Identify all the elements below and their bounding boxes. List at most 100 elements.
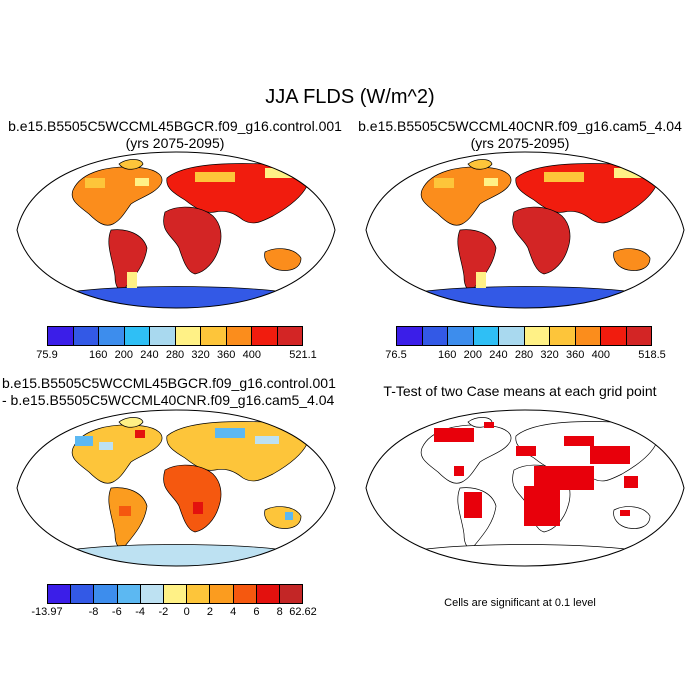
colorbar-swatch — [94, 585, 118, 603]
grid-cell — [564, 436, 594, 446]
colorbar-swatch — [117, 585, 141, 603]
panel-1-map — [16, 151, 336, 309]
colorbar-swatch — [473, 327, 499, 345]
grid-cell — [539, 238, 555, 252]
land-region — [264, 248, 302, 271]
colorbar-swatch — [499, 327, 525, 345]
grid-cell — [190, 238, 206, 252]
panel-1-title-line1: b.e15.B5505C5WCCML45BGCR.f09_g16.control… — [8, 118, 342, 134]
panel-3-colorbar-labels: -13.97 -8 -6 -4 -2 0 2 4 6 8 62.62 — [31, 606, 316, 620]
grid-cell — [590, 446, 630, 464]
grid-cell — [614, 168, 644, 178]
grid-cell — [464, 492, 482, 518]
colorbar-swatch — [256, 585, 280, 603]
map-outline — [16, 409, 336, 567]
colorbar-tick-label: 280 — [514, 349, 534, 361]
panel-2-colorbar-labels: 76.5 160 200 240 280 320 360 400 518.5 — [385, 349, 665, 363]
colorbar-tick-label: 518.5 — [638, 349, 666, 361]
land-region — [118, 159, 144, 170]
colorbar-tick-label: 320 — [191, 349, 210, 361]
colorbar-swatch — [226, 327, 252, 345]
grid-cell — [195, 172, 235, 182]
grid-cell — [85, 178, 105, 188]
colorbar-tick-label: 76.5 — [385, 349, 407, 361]
colorbar-tick-label: -13.97 — [31, 606, 63, 618]
colorbar-swatch — [601, 327, 627, 345]
colorbar-tick-label: -2 — [158, 606, 169, 618]
colorbar-tick-label: 0 — [183, 606, 190, 618]
panel-4-title-line1: T-Test of two Case means at each grid po… — [383, 383, 657, 399]
colorbar-swatch — [140, 585, 164, 603]
panel-2-title-line2: (yrs 2075-2095) — [470, 135, 570, 151]
colorbar-tick-label: 400 — [591, 349, 610, 361]
colorbar-tick-label: 8 — [276, 606, 283, 618]
colorbar-tick-label: 200 — [463, 349, 482, 361]
panel-3-title-line1: b.e15.B5505C5WCCML45BGCR.f09_g16.control… — [2, 375, 336, 391]
land-region — [613, 248, 651, 271]
land-region — [118, 417, 144, 428]
colorbar-tick-label: -8 — [88, 606, 99, 618]
panel-2-title: b.e15.B5505C5WCCML40CNR.f09_g16.cam5_4.0… — [350, 118, 690, 152]
grid-cell — [434, 428, 474, 442]
colorbar-tick-label: -6 — [111, 606, 122, 618]
map-outline — [365, 151, 685, 309]
panel-3-title: b.e15.B5505C5WCCML45BGCR.f09_g16.control… — [2, 375, 347, 409]
colorbar-swatch — [252, 327, 278, 345]
colorbar-swatch — [550, 327, 576, 345]
grid-cell — [75, 436, 93, 446]
colorbar-tick-label: 240 — [140, 349, 159, 361]
panel-4-map — [365, 409, 685, 567]
colorbar-tick-label: 240 — [489, 349, 508, 361]
colorbar-swatch — [201, 327, 227, 345]
colorbar-swatch — [279, 585, 303, 603]
map-outline — [16, 151, 336, 309]
grid-cell — [484, 178, 498, 186]
colorbar-swatch — [187, 585, 211, 603]
panel-2-map — [365, 151, 685, 309]
grid-cell — [524, 486, 560, 526]
panel-2-colorbar — [396, 326, 652, 346]
significance-note: Cells are significant at 0.1 level — [444, 597, 596, 609]
colorbar-tick-label: 320 — [540, 349, 559, 361]
grid-cell — [454, 466, 464, 476]
colorbar-tick-label: 62.62 — [289, 606, 317, 618]
panel-3-colorbar — [47, 584, 303, 604]
colorbar-swatch — [48, 585, 72, 603]
panel-4-title: T-Test of two Case means at each grid po… — [350, 383, 690, 400]
colorbar-swatch — [71, 585, 95, 603]
colorbar-tick-label: 280 — [165, 349, 185, 361]
colorbar-tick-label: 360 — [217, 349, 236, 361]
panel-1-colorbar — [47, 326, 303, 346]
colorbar-tick-label: -4 — [135, 606, 145, 618]
colorbar-swatch — [99, 327, 125, 345]
colorbar-tick-label: 75.9 — [36, 349, 58, 361]
grid-cell — [99, 442, 113, 450]
grid-cell — [255, 436, 279, 444]
panel-1-title: b.e15.B5505C5WCCML45BGCR.f09_g16.control… — [5, 118, 345, 152]
grid-cell — [620, 510, 630, 516]
colorbar-tick-label: 4 — [230, 606, 237, 618]
colorbar-swatch — [233, 585, 257, 603]
colorbar-swatch — [210, 585, 234, 603]
grid-cell — [484, 422, 494, 428]
panel-1-colorbar-labels: 75.9 160 200 240 280 320 360 400 521.1 — [36, 349, 316, 363]
grid-cell — [215, 428, 245, 438]
land-region — [163, 464, 222, 533]
colorbar-swatch — [448, 327, 474, 345]
colorbar-tick-label: 360 — [566, 349, 585, 361]
panel-3-map — [16, 409, 336, 567]
grid-cell — [193, 502, 203, 514]
grid-cell — [434, 178, 454, 188]
colorbar-swatch — [48, 327, 74, 345]
panel-2-title-line1: b.e15.B5505C5WCCML40CNR.f09_g16.cam5_4.0… — [358, 118, 682, 134]
colorbar-swatch — [422, 327, 448, 345]
colorbar-swatch — [397, 327, 423, 345]
grid-cell — [135, 430, 145, 438]
grid-cell — [135, 178, 149, 186]
colorbar-swatch — [163, 585, 188, 603]
colorbar-swatch — [626, 327, 651, 345]
colorbar-tick-label: 400 — [242, 349, 261, 361]
colorbar-swatch — [277, 327, 302, 345]
grid-cell — [624, 476, 638, 488]
colorbar-tick-label: 2 — [206, 606, 213, 618]
